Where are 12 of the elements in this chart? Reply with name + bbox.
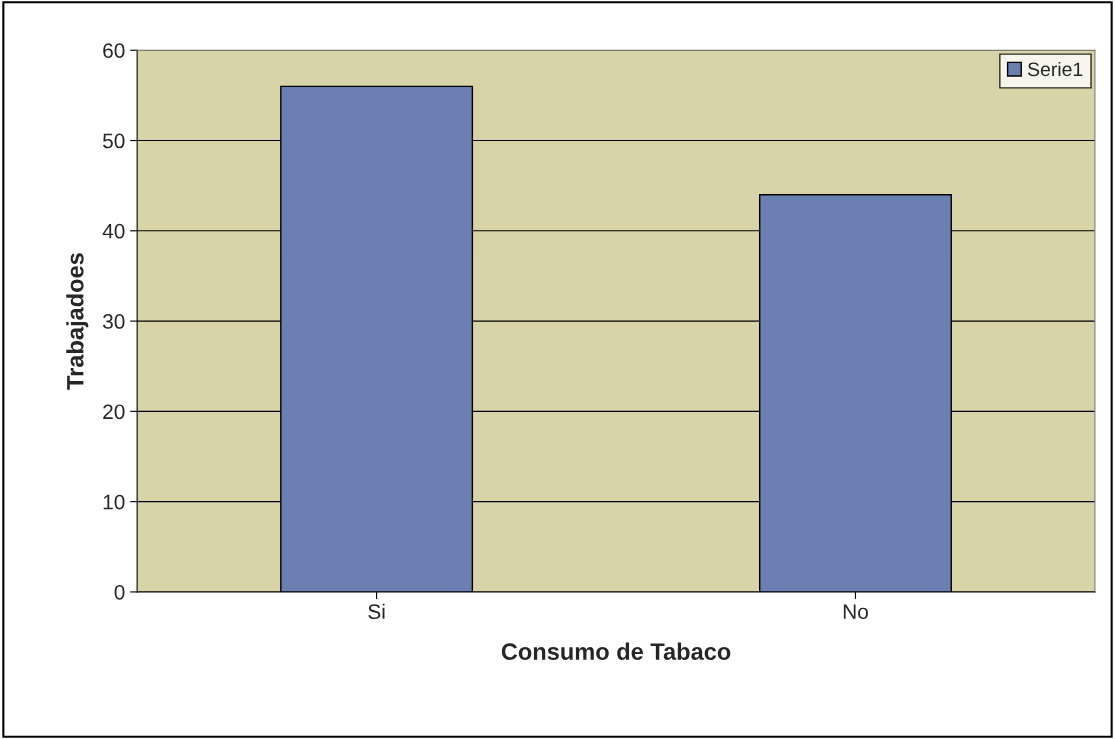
legend-label: Serie1 [1027,61,1083,77]
y-tick-label: 20 [103,404,125,420]
y-tick-label: 40 [102,223,125,239]
y-axis-title: Trabajadoes [66,253,89,390]
y-tick-label: 0 [114,584,125,600]
y-tick-label: 60 [103,43,125,59]
x-tick-label: No [843,604,868,620]
y-tick-label: 50 [103,133,125,149]
x-tick-label: Si [368,603,385,620]
y-tick-label: 30 [102,314,125,329]
y-tick-label: 10 [103,494,125,510]
x-axis-title: Consumo de Tabaco [501,642,731,660]
